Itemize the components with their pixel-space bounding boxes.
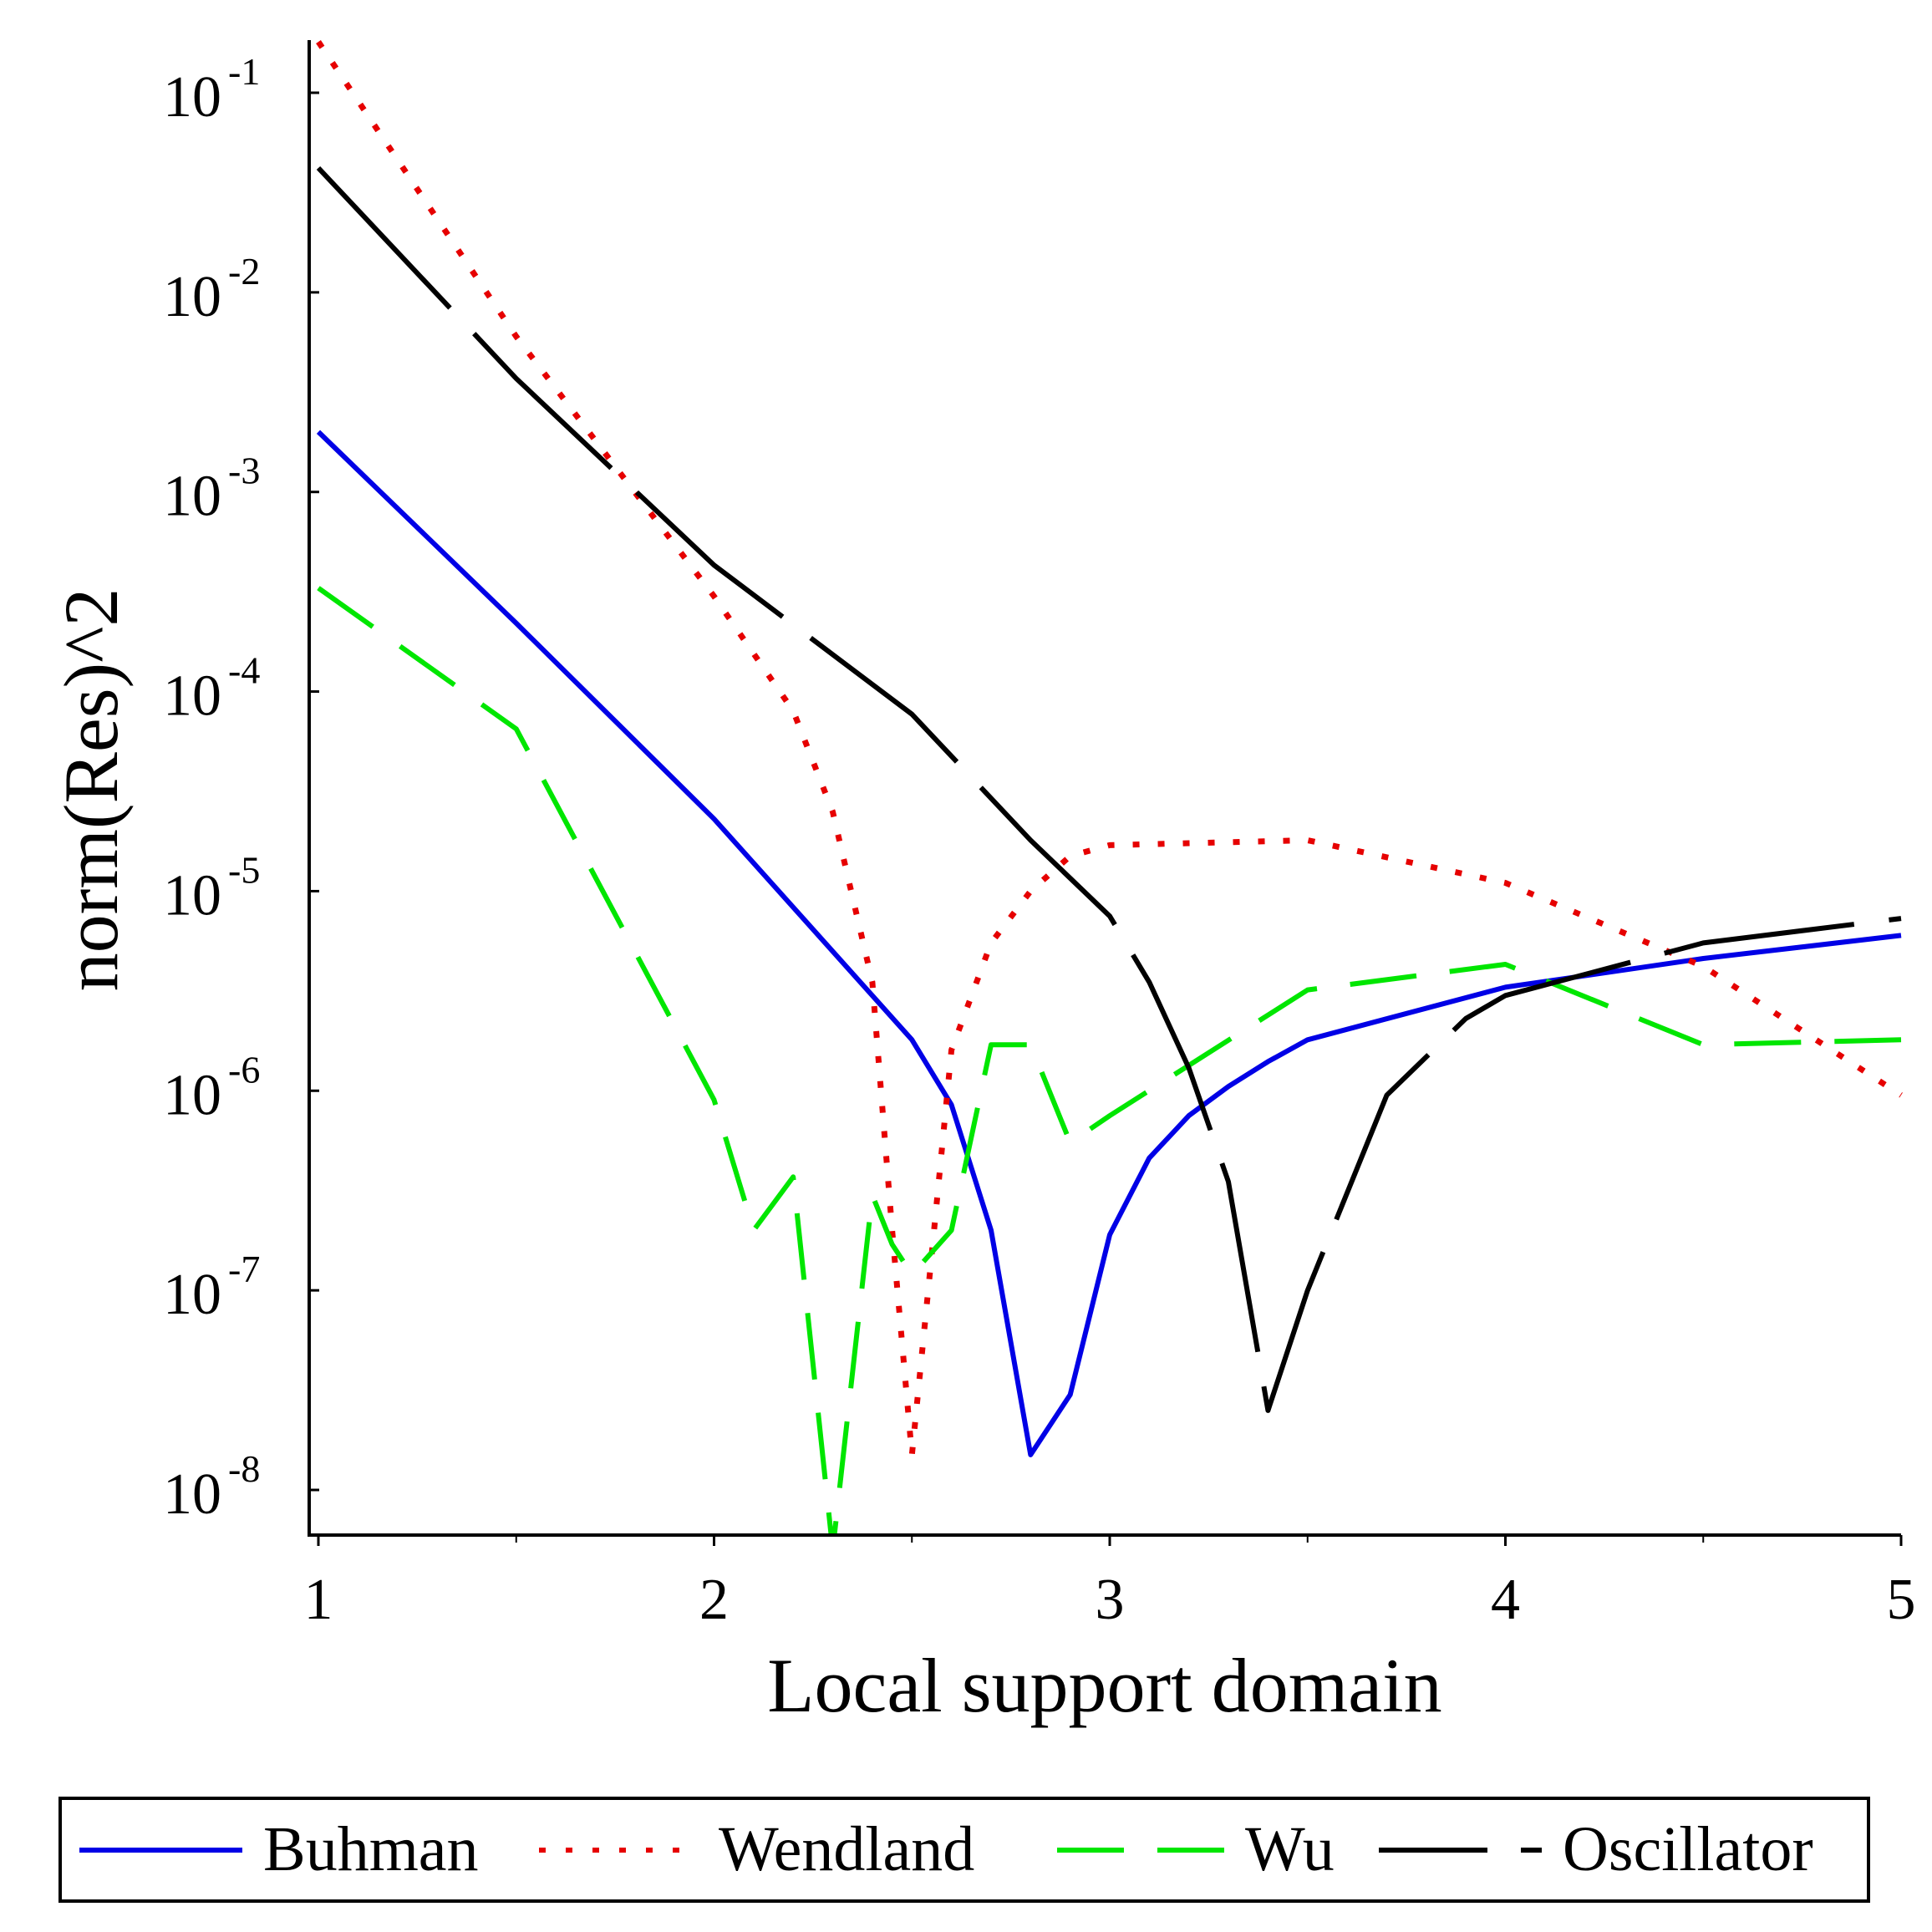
x-tick-label: 4 <box>1491 1568 1520 1632</box>
y-tick-label: 10 -1 <box>163 50 260 130</box>
y-tick-label: 10 -6 <box>163 1048 260 1127</box>
legend-label-buhman: Buhman <box>263 1814 479 1884</box>
x-tick-label: 2 <box>699 1568 729 1632</box>
y-tick-label: 10 -2 <box>163 250 260 329</box>
y-tick-label: 10 -3 <box>163 450 260 529</box>
x-tick-label: 1 <box>304 1568 333 1632</box>
x-axis-title: Local support domain <box>767 1643 1441 1728</box>
y-tick-label: 10 -5 <box>163 848 260 928</box>
y-tick-label: 10 -4 <box>163 649 260 729</box>
x-tick-label: 5 <box>1887 1568 1916 1632</box>
x-tick-label: 3 <box>1096 1568 1125 1632</box>
series-line-oscillator <box>316 165 1902 1413</box>
y-tick-label: 10 -8 <box>163 1447 260 1527</box>
legend-label-oscillator: Oscillator <box>1563 1814 1813 1884</box>
series-line-buhman <box>316 430 1902 1457</box>
legend: Buhman Wendland Wu Oscillator <box>79 1814 1813 1884</box>
series-line-wu <box>317 586 1902 1534</box>
series-line-wendland <box>316 40 1903 1458</box>
legend-label-wendland: Wendland <box>719 1814 974 1884</box>
legend-label-wu: Wu <box>1245 1814 1335 1884</box>
x-ticks: 1 2 3 4 5 <box>304 1535 1916 1632</box>
plot-lines <box>316 40 1903 1534</box>
legend-box <box>58 1797 1870 1903</box>
y-ticks: 10-1 10-2 10-3 10-4 10-5 10-6 10-7 10-8 <box>163 50 319 1527</box>
y-tick-label: 10 -7 <box>163 1248 260 1327</box>
y-axis-title: norm(Res)^2 <box>48 588 134 992</box>
